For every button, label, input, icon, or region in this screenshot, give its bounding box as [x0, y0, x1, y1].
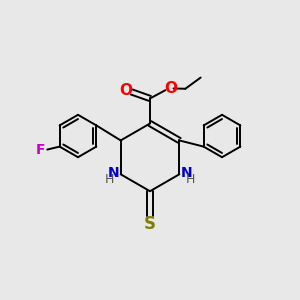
Text: O: O	[119, 83, 132, 98]
Text: F: F	[36, 143, 46, 157]
Text: N: N	[108, 166, 119, 180]
Text: O: O	[164, 81, 177, 96]
Text: H: H	[105, 173, 114, 186]
Text: S: S	[144, 215, 156, 233]
Text: H: H	[186, 173, 195, 186]
Text: N: N	[181, 166, 192, 180]
